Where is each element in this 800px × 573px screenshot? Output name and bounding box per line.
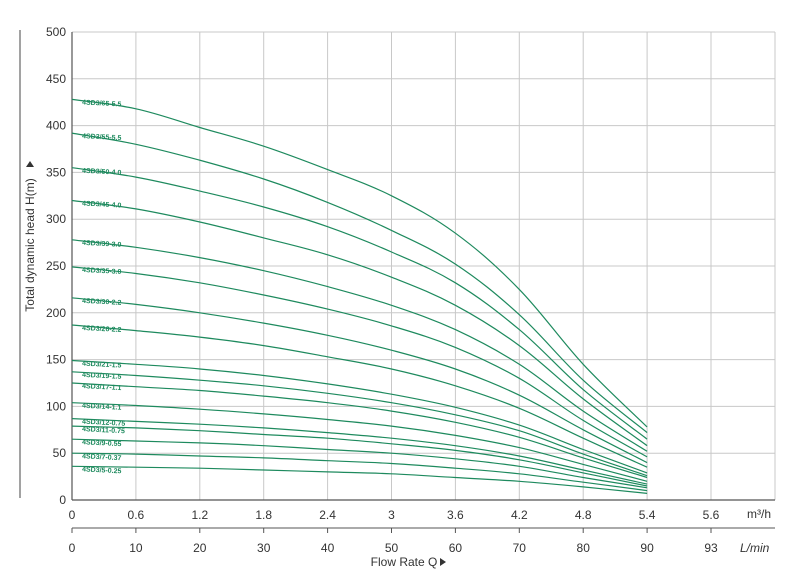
x-tick-label-primary: 3.6 <box>447 508 464 522</box>
x-tick-label-secondary: 20 <box>193 541 207 555</box>
curve-4SD3/39-3.0 <box>71 239 648 452</box>
x-tick-label-primary: 0 <box>69 508 76 522</box>
curve-label: 4SD3/55-5.5 <box>82 133 122 142</box>
x-tick-label-secondary: 10 <box>129 541 143 555</box>
curve-4SD3/17-1.1 <box>71 382 648 479</box>
curve-4SD3/45-4.0 <box>71 199 648 447</box>
curve-4SD3/19-1.5 <box>71 371 648 477</box>
axes <box>19 30 775 533</box>
y-tick-label: 400 <box>46 119 66 133</box>
y-tick-label: 300 <box>46 212 66 226</box>
x-tick-label-primary: 5.6 <box>703 508 720 522</box>
x-axis-unit-primary: m³/h <box>747 507 771 521</box>
x-tick-label-secondary: 70 <box>513 541 527 555</box>
curve-label: 4SD3/17-1.1 <box>82 383 122 392</box>
x-axis-arrow-icon <box>440 558 446 566</box>
x-tick-label-secondary: 80 <box>577 541 591 555</box>
curve-4SD3/30-2.2 <box>71 297 648 464</box>
x-tick-label-secondary: 50 <box>385 541 399 555</box>
curve-label: 4SD3/30-2.2 <box>82 298 122 307</box>
curves <box>71 98 648 494</box>
y-axis-title-group: Total dynamic head H(m) <box>23 161 37 312</box>
curve-4SD3/12-0.75 <box>71 418 648 485</box>
curve-4SD3/50-4.0 <box>71 167 648 440</box>
curve-label: 4SD3/65-5.5 <box>82 99 122 108</box>
curve-4SD3/7-0.37 <box>71 452 648 492</box>
curve-label: 4SD3/45-4.0 <box>82 200 122 209</box>
x-axis-unit-secondary: L/min <box>740 541 770 555</box>
x-tick-label-secondary: 40 <box>321 541 335 555</box>
y-tick-label: 50 <box>53 446 67 460</box>
curve-4SD3/26-2.2 <box>71 324 648 468</box>
curve-label: 4SD3/19-1.5 <box>82 372 122 381</box>
y-tick-label: 350 <box>46 165 66 179</box>
curve-label: 4SD3/7-0.37 <box>82 453 122 462</box>
x-tick-label-primary: 4.2 <box>511 508 528 522</box>
x-tick-label-secondary: 93 <box>704 541 718 555</box>
curve-label: 4SD3/11-0.75 <box>82 426 125 435</box>
x-tick-label-primary: 2.4 <box>319 508 336 522</box>
x-tick-label-primary: 1.8 <box>255 508 272 522</box>
x-axis-title: Flow Rate Q <box>371 555 438 569</box>
x-tick-label-secondary: 60 <box>449 541 463 555</box>
y-tick-label: 100 <box>46 399 66 413</box>
curve-label: 4SD3/39-3.0 <box>82 240 122 249</box>
x-tick-label-primary: 3 <box>388 508 395 522</box>
curve-4SD3/55-5.5 <box>71 132 648 434</box>
curve-label: 4SD3/14-1.1 <box>82 403 122 412</box>
y-tick-label: 200 <box>46 306 66 320</box>
y-tick-label: 250 <box>46 259 66 273</box>
x-tick-label-primary: 5.4 <box>639 508 656 522</box>
curve-label: 4SD3/50-4.0 <box>82 168 122 177</box>
curve-4SD3/35-3.0 <box>71 266 648 458</box>
curve-labels: 4SD3/65-5.5 4SD3/55-5.5 4SD3/50-4.0 4SD3/45… <box>82 99 126 475</box>
curve-4SD3/14-1.1 <box>71 402 648 482</box>
curve-4SD3/21-1.5 <box>71 359 648 474</box>
y-tick-label: 500 <box>46 25 66 39</box>
y-axis-title: Total dynamic head H(m) <box>23 178 37 311</box>
x-tick-label-primary: 1.2 <box>191 508 208 522</box>
curve-label: 4SD3/12-0.75 <box>82 419 126 428</box>
curve-label: 4SD3/9-0.55 <box>82 439 122 448</box>
y-axis-arrow-icon <box>26 161 34 167</box>
x-tick-label-primary: 0.6 <box>128 508 145 522</box>
x-tick-label-secondary: 90 <box>640 541 654 555</box>
curve-4SD3/65-5.5 <box>71 98 648 428</box>
y-tick-label: 150 <box>46 353 66 367</box>
x-tick-label-secondary: 0 <box>69 541 76 555</box>
curve-label: 4SD3/35-3.0 <box>82 267 122 276</box>
curve-label: 4SD3/26-2.2 <box>82 325 122 334</box>
curve-label: 4SD3/21-1.5 <box>82 361 122 370</box>
y-tick-label: 0 <box>59 493 66 507</box>
curve-4SD3/9-0.55 <box>71 438 648 489</box>
curve-4SD3/11-0.75 <box>71 425 648 487</box>
x-tick-label-primary: 4.8 <box>575 508 592 522</box>
y-tick-label: 450 <box>46 72 66 86</box>
curve-4SD3/5-0.25 <box>71 465 648 494</box>
curve-label: 4SD3/5-0.25 <box>82 466 122 475</box>
x-tick-label-secondary: 30 <box>257 541 271 555</box>
